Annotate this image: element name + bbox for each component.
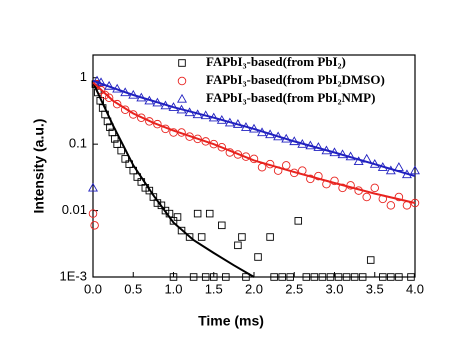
data-point xyxy=(278,273,286,281)
data-point xyxy=(205,209,214,218)
plot-frame xyxy=(92,54,416,278)
data-point xyxy=(193,209,202,218)
y-axis-label: Intensity (a.u.) xyxy=(31,119,47,214)
data-point xyxy=(169,273,178,281)
y-tick-label: 0.01 xyxy=(62,202,87,217)
data-point xyxy=(318,273,327,281)
data-point xyxy=(254,253,262,261)
data-point xyxy=(394,192,404,202)
data-point xyxy=(110,135,119,143)
data-point xyxy=(270,273,278,281)
y-tick-label: 1 xyxy=(80,69,87,84)
data-point xyxy=(88,182,98,192)
legend-label: FAPbI₃-based(from PbI₂) xyxy=(206,54,346,69)
data-point xyxy=(286,273,294,281)
data-point xyxy=(217,142,227,152)
plot-area xyxy=(88,75,420,281)
data-point xyxy=(201,273,210,281)
x-tick-label: 4.0 xyxy=(406,281,424,296)
data-point xyxy=(407,273,415,281)
data-point xyxy=(92,75,102,85)
data-point xyxy=(242,273,250,281)
data-point xyxy=(169,217,178,225)
data-point xyxy=(218,221,226,230)
data-point xyxy=(94,88,102,97)
x-tick-label: 3.0 xyxy=(325,281,343,296)
data-point xyxy=(370,183,380,193)
data-point xyxy=(197,233,206,241)
data-point xyxy=(137,113,146,122)
data-point xyxy=(314,171,323,181)
data-point xyxy=(113,140,121,148)
x-tick-label: 0.0 xyxy=(84,281,102,296)
data-point xyxy=(157,201,166,210)
data-point xyxy=(342,273,351,281)
data-point xyxy=(350,273,359,281)
data-point xyxy=(334,273,343,281)
x-axis-label: Time (ms) xyxy=(198,313,264,329)
data-point xyxy=(121,155,129,163)
data-point xyxy=(234,241,242,250)
data-point xyxy=(358,273,367,281)
data-point xyxy=(88,209,98,218)
data-point xyxy=(112,99,122,109)
data-point xyxy=(379,273,387,281)
fit-line xyxy=(92,81,255,278)
data-point xyxy=(387,273,395,281)
data-point xyxy=(306,174,315,184)
data-point xyxy=(386,201,396,210)
data-point xyxy=(193,134,202,144)
data-point xyxy=(209,139,218,149)
legend-marker xyxy=(177,76,187,86)
data-point xyxy=(294,217,303,225)
data-point xyxy=(173,213,182,221)
data-point xyxy=(104,93,114,102)
data-point xyxy=(222,273,230,281)
x-tick-label: 0.5 xyxy=(124,281,142,296)
data-point xyxy=(326,273,335,281)
data-point xyxy=(238,233,246,241)
legend-label: FAPbI₃-based(from PbI₂NMP) xyxy=(206,90,375,105)
data-point xyxy=(366,256,375,264)
y-tick-label: 0.1 xyxy=(69,136,87,151)
legend-label: FAPbI₃-based(from PbI₂DMSO) xyxy=(206,72,385,87)
fit-line xyxy=(92,79,416,178)
data-point xyxy=(338,183,347,193)
x-tick-label: 2.0 xyxy=(245,281,263,296)
data-point xyxy=(201,137,210,146)
y-tick-label: 1E-3 xyxy=(60,268,87,283)
data-point xyxy=(189,273,198,281)
data-point xyxy=(395,273,403,281)
data-point xyxy=(90,221,99,230)
data-point xyxy=(209,273,218,281)
data-point xyxy=(310,273,319,281)
data-point xyxy=(117,146,125,155)
x-tick-label: 1.0 xyxy=(164,281,182,296)
data-point xyxy=(153,119,162,129)
data-point xyxy=(393,162,404,171)
x-tick-label: 1.5 xyxy=(205,281,223,296)
x-tick-label: 3.5 xyxy=(366,281,384,296)
data-point xyxy=(266,233,274,241)
data-point xyxy=(145,117,154,126)
data-point xyxy=(302,273,311,281)
fit-line xyxy=(92,81,416,204)
data-point xyxy=(410,165,420,175)
data-point xyxy=(362,192,371,202)
x-tick-label: 2.5 xyxy=(285,281,303,296)
legend-marker xyxy=(177,93,187,103)
data-point xyxy=(330,176,339,186)
legend-marker xyxy=(178,59,186,67)
data-point xyxy=(177,226,186,235)
data-point xyxy=(185,233,194,241)
data-point xyxy=(145,186,154,195)
